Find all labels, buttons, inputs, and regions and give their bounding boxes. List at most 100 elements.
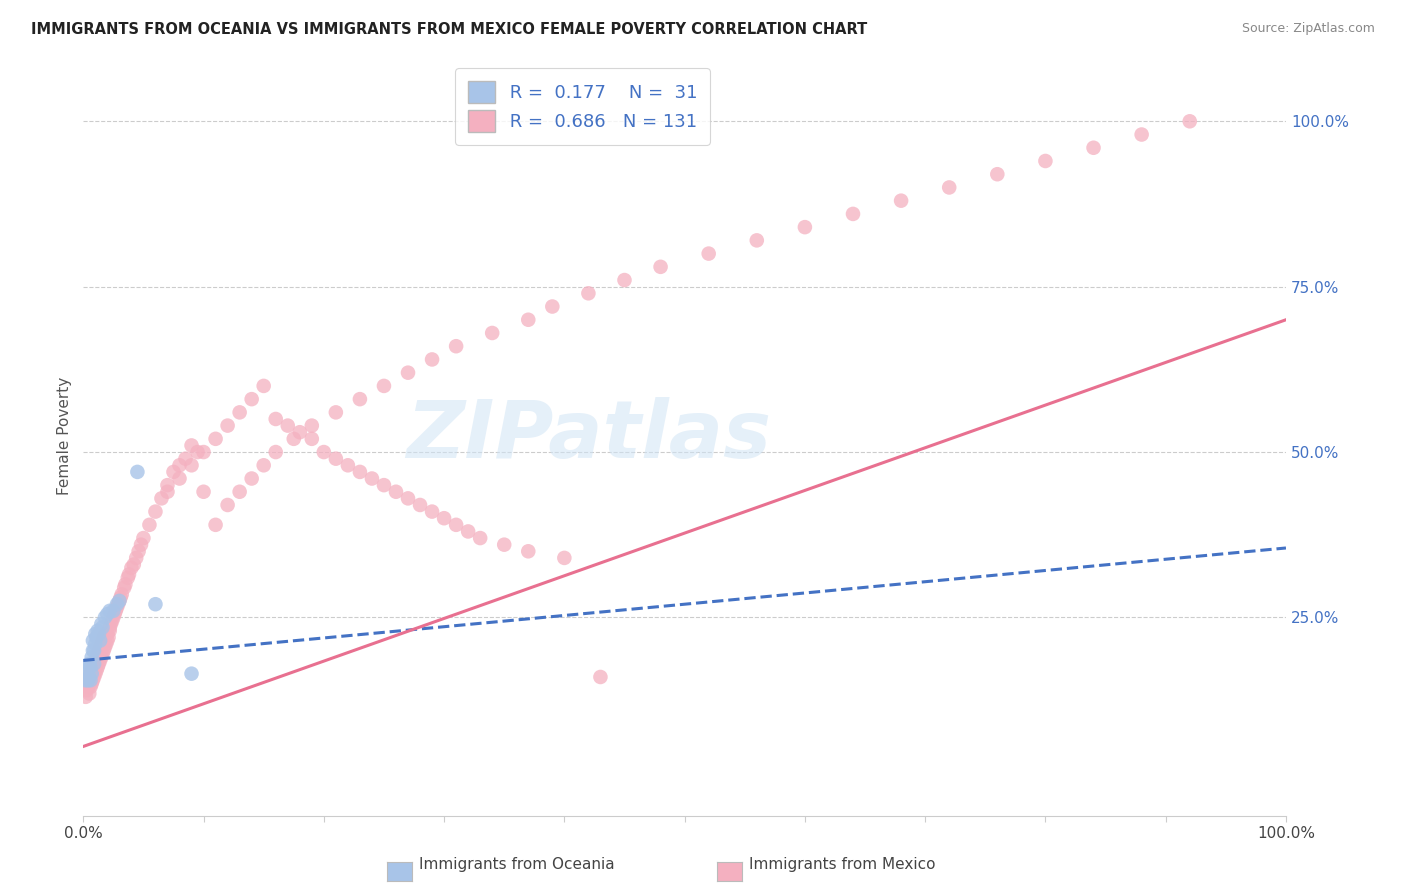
Point [1130, 128, 1153, 142]
Point [89, 633, 111, 648]
Point [150, 491, 173, 506]
Point [80, 666, 103, 681]
Point [288, 425, 311, 440]
Point [180, 458, 202, 473]
Point [1178, 114, 1201, 128]
Point [80, 676, 103, 690]
Point [180, 438, 202, 452]
Point [108, 594, 131, 608]
Point [84, 666, 107, 681]
Point [77, 660, 100, 674]
Point [553, 550, 575, 565]
Point [156, 484, 179, 499]
Point [96, 627, 118, 641]
Point [986, 167, 1008, 181]
Point [90, 637, 112, 651]
Y-axis label: Female Poverty: Female Poverty [58, 376, 72, 495]
Point [349, 392, 371, 406]
Point [541, 300, 564, 314]
Point [697, 246, 720, 260]
Point [217, 498, 239, 512]
Point [91, 647, 114, 661]
Point [100, 617, 122, 632]
Point [228, 405, 250, 419]
Point [589, 670, 612, 684]
Point [120, 561, 142, 575]
Point [105, 600, 128, 615]
Point [90, 650, 112, 665]
Point [361, 471, 384, 485]
Point [114, 577, 136, 591]
Point [87, 624, 110, 638]
Point [82, 633, 104, 648]
Point [470, 531, 492, 545]
Point [793, 220, 815, 235]
Point [253, 379, 276, 393]
Point [98, 604, 121, 618]
Point [87, 660, 110, 674]
Point [117, 571, 139, 585]
Point [86, 630, 108, 644]
Point [93, 643, 115, 657]
Text: ZIPatlas: ZIPatlas [406, 397, 770, 475]
Point [174, 451, 197, 466]
Point [79, 666, 101, 681]
Point [325, 451, 347, 466]
Point [79, 670, 101, 684]
Point [103, 607, 125, 621]
Point [228, 484, 250, 499]
Point [82, 643, 104, 657]
Point [240, 471, 263, 485]
Point [94, 640, 117, 655]
Point [82, 660, 104, 674]
Point [76, 683, 98, 698]
Point [169, 471, 191, 485]
Point [517, 312, 540, 326]
Point [87, 627, 110, 641]
Point [80, 664, 103, 678]
Point [84, 653, 107, 667]
Point [277, 418, 299, 433]
Point [103, 610, 125, 624]
Point [91, 620, 114, 634]
Point [240, 392, 263, 406]
Point [104, 604, 127, 618]
Point [373, 379, 395, 393]
Point [420, 505, 443, 519]
Point [94, 627, 117, 641]
Point [283, 432, 305, 446]
Point [169, 458, 191, 473]
Point [94, 637, 117, 651]
Point [122, 558, 145, 572]
Point [264, 445, 287, 459]
Point [156, 478, 179, 492]
Point [112, 581, 135, 595]
Point [409, 498, 432, 512]
Point [79, 680, 101, 694]
Point [125, 550, 148, 565]
Point [91, 633, 114, 648]
Point [457, 524, 479, 539]
Point [87, 647, 110, 661]
Point [80, 650, 103, 665]
Point [204, 432, 226, 446]
Point [83, 670, 105, 684]
Point [253, 458, 276, 473]
Point [444, 339, 467, 353]
Point [89, 653, 111, 667]
Point [396, 491, 419, 506]
Point [204, 517, 226, 532]
Point [325, 405, 347, 419]
Text: Immigrants from Oceania: Immigrants from Oceania [419, 857, 614, 872]
Point [97, 630, 120, 644]
Point [98, 624, 121, 638]
Point [83, 643, 105, 657]
Point [650, 260, 672, 274]
Point [94, 610, 117, 624]
Point [180, 666, 202, 681]
Point [77, 680, 100, 694]
Point [86, 650, 108, 665]
Point [132, 531, 155, 545]
Text: Source: ZipAtlas.com: Source: ZipAtlas.com [1241, 22, 1375, 36]
Point [83, 657, 105, 671]
